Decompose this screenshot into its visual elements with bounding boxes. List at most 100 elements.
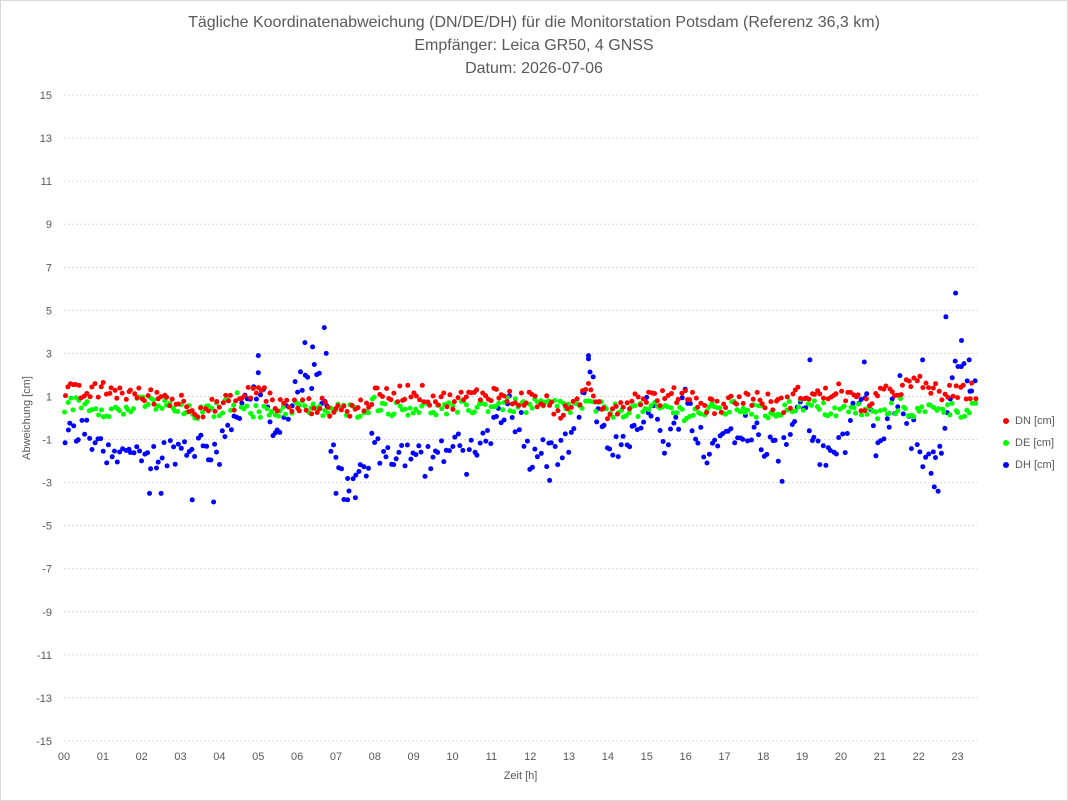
data-point-dh <box>62 440 68 446</box>
data-point-de <box>529 405 535 411</box>
data-point-dh <box>375 436 381 442</box>
data-point-dh <box>346 488 352 494</box>
x-tick-label: 22 <box>913 751 925 763</box>
legend-item-dh[interactable]: DH [cm] <box>1003 454 1055 476</box>
data-point-dn <box>749 403 755 408</box>
data-point-dn <box>596 399 602 405</box>
data-point-dn <box>778 395 784 401</box>
data-point-dn <box>421 399 427 405</box>
data-point-dh <box>756 432 761 438</box>
data-point-dh <box>439 438 444 444</box>
x-tick-label: 06 <box>291 751 303 763</box>
data-point-dn <box>245 384 251 390</box>
data-point-de <box>512 396 518 402</box>
data-point-de <box>474 404 480 410</box>
data-point-dn <box>709 397 715 403</box>
legend-item-de[interactable]: DE [cm] <box>1003 432 1055 454</box>
data-point-dh <box>352 495 358 501</box>
data-point-dn <box>936 388 942 394</box>
data-point-dh <box>938 450 944 456</box>
data-point-dh <box>815 438 821 444</box>
data-point-de <box>674 410 680 416</box>
data-point-de <box>841 403 847 409</box>
data-point-dh <box>460 447 466 453</box>
data-point-dn <box>787 405 793 411</box>
data-point-dn <box>601 405 607 411</box>
data-point-dh <box>895 404 901 410</box>
data-point-dh <box>310 344 316 350</box>
data-point-dh <box>383 454 389 460</box>
data-point-dn <box>654 398 660 404</box>
data-point-dn <box>638 402 643 408</box>
data-point-dn <box>319 395 325 401</box>
data-point-de <box>816 406 822 412</box>
data-point-dn <box>875 393 880 399</box>
data-point-dn <box>395 399 401 405</box>
x-tick-label: 05 <box>252 751 264 763</box>
data-point-dh <box>474 452 480 458</box>
data-point-de <box>310 401 316 407</box>
x-tick-label: 23 <box>951 751 963 763</box>
data-point-dn <box>349 402 355 408</box>
data-point-dn <box>640 396 646 402</box>
data-point-dh <box>966 357 972 363</box>
data-point-dn <box>112 387 118 393</box>
data-point-dn <box>839 388 845 394</box>
data-point-dn <box>754 389 760 395</box>
y-tick-label: -7 <box>42 564 52 576</box>
data-point-dh <box>430 454 436 460</box>
data-point-dn <box>883 383 889 389</box>
data-point-de <box>670 410 676 416</box>
data-point-dh <box>873 453 879 459</box>
data-point-dh <box>937 443 943 449</box>
data-point-dh <box>253 396 259 402</box>
data-point-dh <box>534 454 540 460</box>
data-point-de <box>65 400 71 405</box>
data-point-dn <box>195 414 201 420</box>
data-point-dh <box>356 469 362 474</box>
data-point-de <box>523 410 529 416</box>
data-point-dn <box>269 397 275 403</box>
data-point-de <box>264 406 270 412</box>
data-point-dh <box>671 420 677 426</box>
data-point-dn <box>327 413 333 419</box>
data-point-dh <box>435 449 441 455</box>
data-point-dh <box>345 476 351 481</box>
legend-marker-dh <box>1003 462 1009 468</box>
data-point-de <box>416 410 422 415</box>
data-point-de <box>632 403 638 409</box>
x-tick-label: 18 <box>757 751 769 763</box>
data-point-dh <box>840 431 846 437</box>
data-point-dh <box>881 436 887 442</box>
data-point-dh <box>450 444 456 449</box>
data-point-dh <box>544 464 550 470</box>
y-axis-ticks: 15 13 11 9 7 5 3 1 -1 -3 -5 -7 -9 -11 -13 -15 <box>36 90 52 748</box>
data-point-dh <box>425 444 431 449</box>
data-point-dh <box>775 458 781 464</box>
data-point-dh <box>949 375 955 381</box>
data-point-dn <box>693 395 699 401</box>
data-point-dn <box>241 393 247 399</box>
legend-item-dn[interactable]: DN [cm] <box>1003 410 1055 432</box>
data-point-dn <box>209 396 215 402</box>
data-point-dn <box>950 393 956 399</box>
data-point-dn <box>960 382 966 388</box>
data-point-dh <box>134 444 140 450</box>
data-point-dh <box>641 419 647 425</box>
data-point-dn <box>436 402 441 408</box>
data-point-de <box>753 414 759 420</box>
data-point-dn <box>723 405 729 411</box>
data-point-dn <box>858 408 864 414</box>
data-point-dn <box>145 393 151 399</box>
data-point-dn <box>712 411 717 417</box>
data-point-dh <box>555 462 561 468</box>
data-point-dh <box>292 379 298 385</box>
data-point-dh <box>648 413 654 419</box>
data-point-de <box>832 405 838 411</box>
data-point-dn <box>551 411 557 417</box>
data-point-dn <box>374 385 380 391</box>
data-point-dn <box>967 396 973 402</box>
data-point-de <box>941 410 947 415</box>
data-point-dh <box>104 460 110 466</box>
data-point-dn <box>963 396 969 402</box>
